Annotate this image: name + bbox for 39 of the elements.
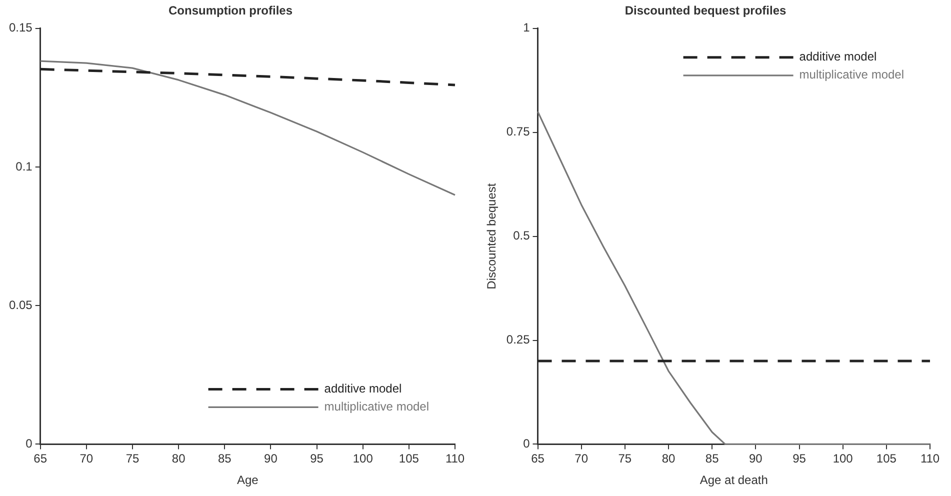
- x-tick-label: 65: [531, 452, 545, 466]
- x-tick-label: 70: [80, 452, 94, 466]
- x-tick-label: 70: [574, 452, 588, 466]
- x-tick-label: 100: [832, 452, 854, 466]
- x-tick-label: 90: [264, 452, 278, 466]
- y-tick-label: 0.25: [506, 332, 530, 347]
- y-tick-label: 0: [26, 436, 33, 451]
- chart-title: Consumption profiles: [168, 4, 293, 18]
- x-tick-label: 75: [126, 452, 140, 466]
- x-tick-label: 85: [218, 452, 232, 466]
- x-tick-label: 105: [398, 452, 420, 466]
- x-axis-title: Age at death: [700, 473, 768, 488]
- y-tick-label: 0.05: [8, 298, 33, 312]
- y-tick-label: 1: [523, 20, 530, 35]
- chart-title: Discounted bequest profiles: [624, 4, 786, 18]
- x-axis-title: Age: [237, 473, 259, 488]
- x-tick-label: 95: [310, 452, 324, 466]
- x-tick-label: 65: [34, 452, 48, 466]
- x-tick-label: 110: [920, 452, 940, 466]
- y-axis-title: Discounted bequest: [484, 182, 499, 290]
- x-tick-label: 85: [705, 452, 720, 466]
- x-tick-label: 90: [748, 452, 763, 466]
- y-tick-label: 0.5: [513, 228, 530, 243]
- x-tick-label: 80: [172, 452, 186, 466]
- y-tick-label: 0: [523, 436, 530, 451]
- text: multiplicative model: [324, 400, 430, 414]
- x-tick-label: 100: [352, 452, 374, 466]
- line-series: [39, 68, 456, 86]
- y-tick-label: 0.15: [8, 20, 33, 35]
- x-tick-label: 110: [445, 452, 465, 466]
- text: multiplicative model: [799, 68, 904, 82]
- x-tick-label: 95: [792, 452, 806, 466]
- text: additive model: [799, 50, 877, 64]
- y-tick-label: 0.1: [16, 159, 33, 174]
- text: additive model: [324, 382, 402, 396]
- x-tick-label: 75: [618, 452, 632, 466]
- y-tick-label: 0.75: [506, 124, 530, 139]
- x-tick-label: 105: [876, 452, 897, 466]
- x-tick-label: 80: [662, 452, 676, 466]
